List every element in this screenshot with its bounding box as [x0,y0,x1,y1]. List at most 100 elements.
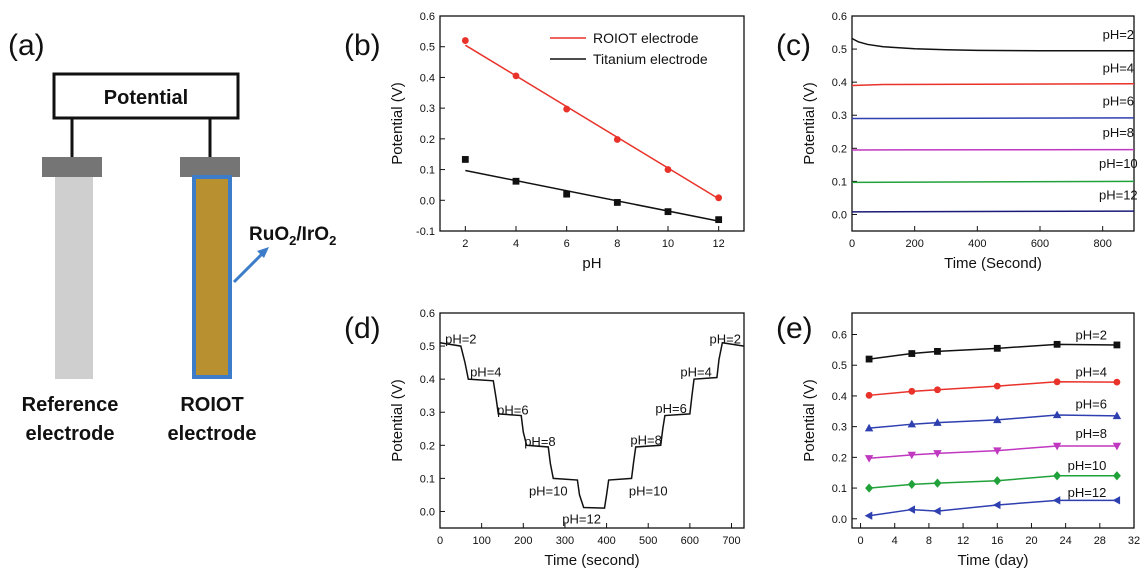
x-tick-label: 700 [722,535,740,547]
roiot-cap [180,157,240,177]
step-annotation: pH=10 [629,484,668,499]
data-point [993,447,1002,455]
y-tick-label: 0.5 [420,341,435,353]
series-label: pH=2 [1076,328,1107,343]
x-tick-label: 8 [614,238,620,250]
x-tick-label: 12 [957,535,969,547]
data-point [1113,378,1121,386]
series-label: pH=10 [1099,156,1138,171]
x-tick-label: 400 [968,238,986,250]
data-point [908,350,916,357]
roiot-label-line1: ROIOT [180,394,243,416]
data-point [864,455,874,463]
x-tick-label: 0 [849,238,855,250]
data-point [1052,410,1062,419]
x-tick-label: 800 [1093,238,1111,250]
y-tick-label: 0.3 [832,422,847,434]
series-line [869,475,1117,489]
step-annotation: pH=2 [445,331,476,346]
chart-c: 0 200 400 600 800 0.0 0.1 0.2 0.3 0.4 0.5 0.6 Time (… [801,11,1138,272]
series-line [868,343,1117,360]
data-point [1112,411,1122,420]
series-line [851,210,1135,213]
data-point [715,216,723,224]
y-tick-label: 0.1 [420,473,435,485]
x-tick-label: 0 [437,535,443,547]
x-tick-label: 2 [462,238,468,250]
step-annotation: pH=8 [630,432,661,447]
panel-label-b: (b) [344,29,381,62]
x-axis-label: Time (Second) [944,255,1042,272]
data-point [1052,442,1062,451]
x-tick-label: 0 [857,535,863,547]
data-point [933,506,941,516]
data-point [907,479,916,489]
x-tick-label: 300 [556,535,574,547]
step-annotation: pH=12 [562,512,601,527]
data-point [461,37,469,44]
x-tick-label: 16 [991,535,1003,547]
y-tick-label: 0.6 [420,11,435,23]
step-annotation: pH=6 [497,403,528,418]
x-tick-label: 200 [514,535,532,547]
x-tick-label: 10 [662,238,674,250]
x-tick-label: 6 [564,238,570,250]
x-tick-label: 600 [1031,238,1049,250]
series-line [851,37,1134,52]
series-label: pH=6 [1076,397,1107,412]
data-point [613,199,621,206]
series-label: pH=4 [1103,60,1134,75]
y-axis-label: Potential (V) [389,82,406,165]
y-tick-label: 0.5 [420,42,435,54]
reference-electrode-body [55,177,93,379]
x-axis-label: Time (day) [957,552,1028,569]
data-point [908,387,916,395]
x-tick-label: 600 [681,535,699,547]
data-point [461,156,469,163]
step-annotation: pH=4 [680,365,711,380]
series-line [851,117,1135,120]
series-label: pH=4 [1076,364,1107,379]
series-line [439,341,745,509]
data-point [1053,378,1061,386]
data-point [715,194,723,202]
y-tick-label: 0.4 [420,72,435,84]
series-line [851,180,1135,184]
x-tick-label: 500 [639,535,657,547]
panel-label-a: (a) [8,29,45,62]
data-point [907,505,916,514]
step-annotation: pH=10 [529,484,568,499]
y-tick-label: 0.5 [832,44,847,56]
data-point [664,166,672,173]
panel-label-e: (e) [776,312,813,345]
series-line [868,499,1117,517]
chart-b: 2 4 6 8 10 12 -0.1 0.0 0.1 0.2 0.3 0.4 0.5 0.6 pH Poten… [389,11,745,272]
y-tick-label: 0.1 [832,483,847,495]
catalyst-arrowhead [257,247,269,258]
y-tick-label: 0.6 [832,330,847,342]
data-point [1053,471,1062,481]
data-point [1112,442,1122,451]
catalyst-arrow [232,251,265,284]
data-point [1112,471,1121,481]
reference-cap [42,157,102,177]
y-axis-label: Potential (V) [389,379,406,462]
series-label: pH=8 [1103,125,1134,140]
y-tick-label: 0.4 [420,374,435,386]
data-point [993,476,1002,486]
x-tick-label: 32 [1128,535,1140,547]
plot-frame [439,15,745,232]
x-tick-label: 4 [513,238,519,250]
data-point [1113,341,1121,349]
data-point [993,415,1002,424]
potential-box [52,72,240,120]
y-tick-label: 0.6 [832,11,847,23]
y-tick-label: 0.2 [832,452,847,464]
step-annotation: pH=4 [470,365,501,380]
y-tick-label: 0.1 [832,176,847,188]
series-line [869,445,1117,460]
y-tick-label: 0.5 [832,360,847,372]
x-tick-label: 200 [905,238,923,250]
data-point [993,344,1001,352]
y-tick-label: 0.0 [420,195,435,207]
